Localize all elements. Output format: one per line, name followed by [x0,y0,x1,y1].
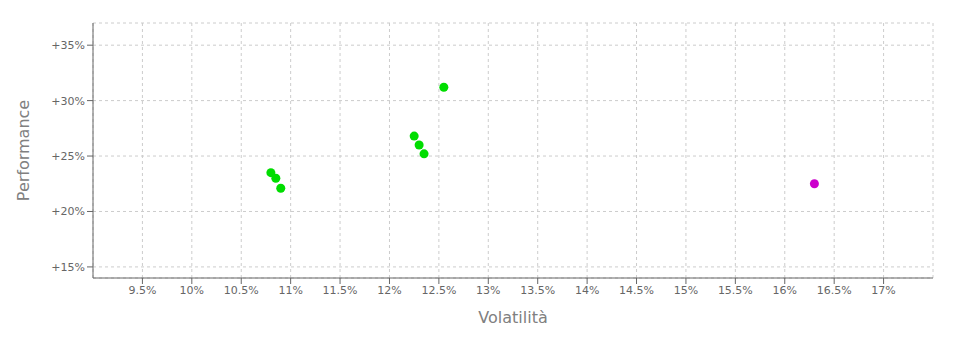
svg-text:14.5%: 14.5% [619,284,654,297]
svg-text:10.5%: 10.5% [224,284,259,297]
svg-text:+20%: +20% [51,205,85,218]
svg-text:+30%: +30% [51,95,85,108]
svg-text:Volatilità: Volatilità [478,308,547,327]
svg-text:15.5%: 15.5% [718,284,753,297]
svg-text:12.5%: 12.5% [421,284,456,297]
svg-text:13%: 13% [476,284,500,297]
svg-text:+15%: +15% [51,261,85,274]
svg-text:+35%: +35% [51,39,85,52]
svg-text:11.5%: 11.5% [323,284,358,297]
svg-text:14%: 14% [575,284,599,297]
svg-text:+25%: +25% [51,150,85,163]
svg-text:16.5%: 16.5% [817,284,852,297]
svg-text:17%: 17% [871,284,895,297]
svg-text:13.5%: 13.5% [520,284,555,297]
svg-text:9.5%: 9.5% [128,284,156,297]
svg-text:Performance: Performance [14,100,33,201]
svg-text:12%: 12% [377,284,401,297]
svg-text:11%: 11% [278,284,302,297]
svg-text:10%: 10% [180,284,204,297]
svg-text:15%: 15% [674,284,698,297]
svg-text:16%: 16% [773,284,797,297]
